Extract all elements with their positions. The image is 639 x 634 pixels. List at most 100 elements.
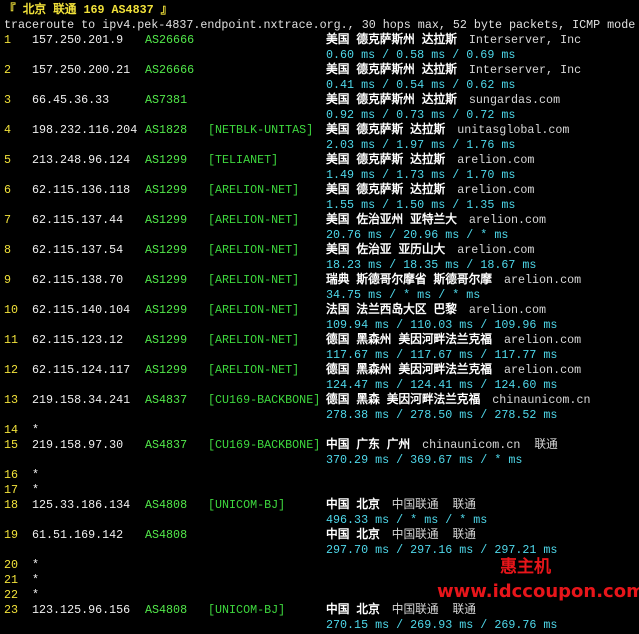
hop-location: 美国 德克萨斯 达拉斯 unitasglobal.com [326, 123, 569, 138]
hop-ip: * [32, 558, 40, 572]
hop-netname: [ARELION-NET] [208, 213, 300, 227]
hop-location: 美国 德克萨斯 达拉斯 arelion.com [326, 153, 534, 168]
hop-row: 14 * [0, 423, 639, 438]
hop-geo: 美国 佐治亚州 亚特兰大 [326, 213, 457, 227]
hop-number: 15 [4, 438, 19, 452]
hop-number: 4 [4, 123, 12, 137]
hop-location: 德国 黑森 美因河畔法兰克福 chinaunicom.cn [326, 393, 590, 408]
hop-number: 9 [4, 273, 12, 287]
hop-latency-row: 370.29 ms / 369.67 ms / * ms [0, 453, 639, 468]
hop-latency: 34.75 ms / * ms / * ms [326, 288, 481, 302]
hop-latency-row: 2.03 ms / 1.97 ms / 1.76 ms [0, 138, 639, 153]
hop-org: 中国联通 [391, 603, 439, 617]
hop-ip: * [32, 483, 40, 497]
hop-location: 美国 德克萨斯州 达拉斯 sungardas.com [326, 93, 560, 108]
hop-latency-row: 34.75 ms / * ms / * ms [0, 288, 639, 303]
hop-ip: 123.125.96.156 [32, 603, 131, 617]
hop-ip: 219.158.34.241 [32, 393, 131, 407]
hop-number: 16 [4, 468, 19, 482]
hop-geo: 瑞典 斯德哥尔摩省 斯德哥尔摩 [326, 273, 492, 287]
hop-netname: [TELIANET] [208, 153, 279, 167]
hop-row: 9 62.115.138.70 AS1299 [ARELION-NET] 瑞典 斯德哥尔… [0, 273, 639, 288]
hop-location: 中国 北京 中国联通 联通 [326, 528, 476, 543]
hop-row: 5 213.248.96.124 AS1299 [TELIANET] 美国 德克萨斯 达… [0, 153, 639, 168]
hop-latency-row: 109.94 ms / 110.03 ms / 109.96 ms [0, 318, 639, 333]
hop-org: arelion.com [503, 363, 582, 377]
hop-number: 5 [4, 153, 12, 167]
hop-row: 21 * [0, 573, 639, 588]
hop-netname: [ARELION-NET] [208, 273, 300, 287]
hop-location: 中国 北京 中国联通 联通 [326, 603, 476, 618]
watermark-brand: 惠主机 [500, 557, 551, 577]
hop-number: 1 [4, 33, 12, 47]
hop-latency: 20.76 ms / 20.96 ms / * ms [326, 228, 509, 242]
hop-row: 22 * [0, 588, 639, 603]
hop-row: 8 62.115.137.54 AS1299 [ARELION-NET] 美国 佐治亚 … [0, 243, 639, 258]
hop-org: arelion.com [468, 303, 547, 317]
hop-latency: 1.49 ms / 1.73 ms / 1.70 ms [326, 168, 516, 182]
hop-geo: 德国 黑森州 美因河畔法兰克福 [326, 333, 492, 347]
hop-ip: 62.115.124.117 [32, 363, 131, 377]
hop-latency: 117.67 ms / 117.67 ms / 117.77 ms [326, 348, 558, 362]
hop-latency-row: 1.55 ms / 1.50 ms / 1.35 ms [0, 198, 639, 213]
hop-latency: 0.92 ms / 0.73 ms / 0.72 ms [326, 108, 516, 122]
hop-latency-row: 0.92 ms / 0.73 ms / 0.72 ms [0, 108, 639, 123]
hop-ip: 198.232.116.204 [32, 123, 138, 137]
hop-number: 21 [4, 573, 19, 587]
hop-ip: 157.250.200.21 [32, 63, 131, 77]
hop-row: 13 219.158.34.241 AS4837 [CU169-BACKBONE] 德国… [0, 393, 639, 408]
hop-geo: 美国 佐治亚 亚历山大 [326, 243, 446, 257]
hop-org: arelion.com [503, 333, 582, 347]
hop-asn: AS1299 [145, 333, 188, 347]
hop-location: 美国 德克萨斯州 达拉斯 Interserver, Inc [326, 33, 581, 48]
hop-location: 法国 法兰西岛大区 巴黎 arelion.com [326, 303, 546, 318]
hop-row: 19 61.51.169.142 AS4808 中国 北京 中国联通 联通 [0, 528, 639, 543]
hop-org: chinaunicom.cn [492, 393, 591, 407]
hop-ip: * [32, 588, 40, 602]
hop-netname: [CU169-BACKBONE] [208, 438, 321, 452]
hop-ip: 61.51.169.142 [32, 528, 124, 542]
hop-geo: 中国 北京 [326, 603, 380, 617]
hop-asn: AS26666 [145, 33, 195, 47]
hop-row: 20 * [0, 558, 639, 573]
hop-latency: 270.15 ms / 269.93 ms / 269.76 ms [326, 618, 558, 632]
hop-number: 19 [4, 528, 19, 542]
hop-org: sungardas.com [468, 93, 561, 107]
hop-latency: 18.23 ms / 18.35 ms / 18.67 ms [326, 258, 537, 272]
hop-latency: 297.70 ms / 297.16 ms / 297.21 ms [326, 543, 558, 557]
hop-asn: AS4808 [145, 528, 188, 542]
hop-row: 4 198.232.116.204 AS1828 [NETBLK-UNITAS] 美国 … [0, 123, 639, 138]
hop-latency: 1.55 ms / 1.50 ms / 1.35 ms [326, 198, 516, 212]
hop-latency-row: 124.47 ms / 124.41 ms / 124.60 ms [0, 378, 639, 393]
hop-asn: AS1299 [145, 363, 188, 377]
hop-isp: 联通 [452, 498, 476, 512]
hop-org: arelion.com [457, 243, 535, 257]
hop-number: 10 [4, 303, 19, 317]
hop-location: 美国 佐治亚州 亚特兰大 arelion.com [326, 213, 546, 228]
hop-latency: 0.41 ms / 0.54 ms / 0.62 ms [326, 78, 516, 92]
hop-org: Interserver, Inc [468, 33, 582, 47]
hop-number: 11 [4, 333, 19, 347]
hop-row: 11 62.115.123.12 AS1299 [ARELION-NET] 德国 黑森州… [0, 333, 639, 348]
hop-geo: 法国 法兰西岛大区 巴黎 [326, 303, 457, 317]
hop-number: 23 [4, 603, 19, 617]
hop-netname: [UNICOM-BJ] [208, 498, 286, 512]
hop-ip: 157.250.201.9 [32, 33, 124, 47]
hop-geo: 美国 德克萨斯州 达拉斯 [326, 33, 457, 47]
hop-latency-row: 297.70 ms / 297.16 ms / 297.21 ms [0, 543, 639, 558]
hop-number: 14 [4, 423, 19, 437]
hop-latency-row: 117.67 ms / 117.67 ms / 117.77 ms [0, 348, 639, 363]
hop-number: 2 [4, 63, 12, 77]
hop-isp: 联通 [452, 528, 476, 542]
hop-row: 17 * [0, 483, 639, 498]
hop-ip: 62.115.138.70 [32, 273, 124, 287]
hop-asn: AS1299 [145, 273, 188, 287]
hop-ip: 213.248.96.124 [32, 153, 131, 167]
hop-latency: 2.03 ms / 1.97 ms / 1.76 ms [326, 138, 516, 152]
hop-org: Interserver, Inc [468, 63, 582, 77]
hop-asn: AS4808 [145, 603, 188, 617]
hop-isp: 联通 [452, 603, 476, 617]
hop-ip: 62.115.137.44 [32, 213, 124, 227]
hop-org: arelion.com [503, 273, 582, 287]
hop-ip: * [32, 468, 40, 482]
